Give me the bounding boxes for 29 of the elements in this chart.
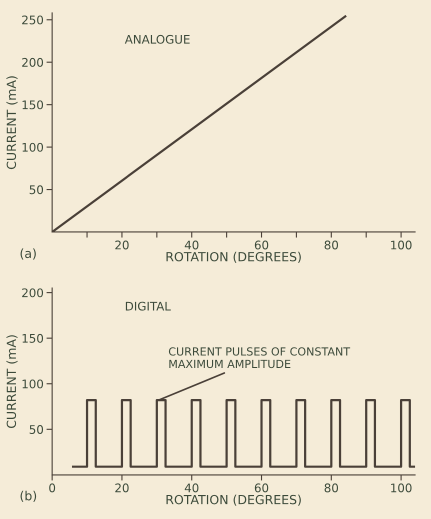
x-tick-label: 60 xyxy=(254,483,268,492)
y-tick-label: 150 xyxy=(22,334,44,343)
x-tick-label: 100 xyxy=(391,240,412,250)
text: ANALOGUE xyxy=(124,34,190,44)
x-axis-title: ROTATION (DEGREES) xyxy=(166,252,301,263)
y-tick-label: 100 xyxy=(22,142,44,152)
x-tick-label: 0 xyxy=(49,483,56,492)
x-tick-label: 80 xyxy=(324,483,338,492)
text: (b) xyxy=(20,490,36,502)
x-tick-label: 40 xyxy=(184,240,198,250)
y-tick-label: 150 xyxy=(22,100,44,110)
y-tick-label: 200 xyxy=(22,58,44,67)
annotation: CURRENT PULSES OF CONSTANT MAXIMUM AMPLITUDE xyxy=(168,347,350,368)
text: (a) xyxy=(20,248,36,260)
x-tick-label: 80 xyxy=(324,240,338,250)
y-tick-label: 50 xyxy=(30,425,44,434)
x-tick-label: 60 xyxy=(254,240,268,250)
x-tick-label: 20 xyxy=(115,483,129,492)
text: DIGITAL xyxy=(126,302,171,311)
y-axis-title: CURRENT (mA) xyxy=(6,335,18,428)
x-axis-title: ROTATION (DEGREES) xyxy=(166,494,301,506)
y-tick-label: 200 xyxy=(22,288,44,298)
x-tick-label: 20 xyxy=(115,240,129,250)
y-tick-label: 100 xyxy=(22,379,44,388)
y-tick-label: 50 xyxy=(30,185,44,194)
y-axis-title: CURRENT (mA) xyxy=(6,76,18,170)
y-tick-label: 250 xyxy=(22,15,44,24)
x-tick-label: 40 xyxy=(184,483,198,492)
x-tick-label: 100 xyxy=(391,483,412,492)
